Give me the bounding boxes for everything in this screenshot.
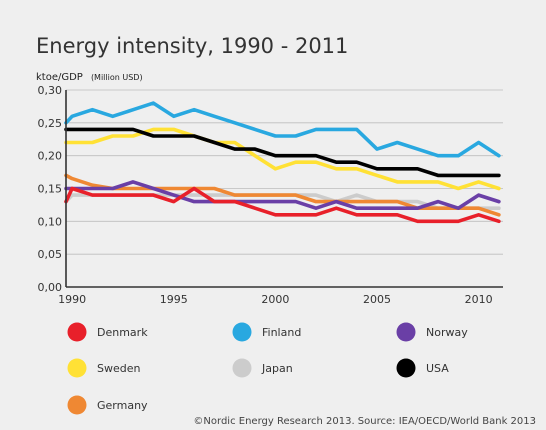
x-tick-label: 2010 [465,293,493,306]
legend-label-finland: Finland [262,326,301,339]
legend-marker-germany [67,395,87,415]
legend-label-usa: USA [426,362,449,375]
legend-label-norway: Norway [426,326,468,339]
chart-title: Energy intensity, 1990 - 2011 [36,34,348,58]
y-tick-label: 0,30 [38,84,63,97]
y-tick-label: 0,05 [38,248,63,261]
x-tick-label: 2005 [363,293,391,306]
y-tick-label: 0,25 [38,117,63,130]
legend-marker-norway [396,322,416,342]
source-note: ©Nordic Energy Research 2013. Source: IE… [193,416,536,427]
series-lines [64,101,501,224]
y-tick-labels: 0,00 0,05 0,10 0,15 0,20 0,25 0,30 [38,84,63,294]
legend-marker-finland [232,322,252,342]
grid-lines [66,89,503,255]
series-line-finland [64,101,501,158]
y-axis-label: ktoe/GDP (Million USD) [36,65,143,84]
series-line-denmark [64,186,501,224]
y-tick-label: 0,20 [38,150,63,163]
legend-label-sweden: Sweden [97,362,140,375]
series-line-germany [64,173,501,217]
y-axis-label-unit: (Million USD) [91,73,143,82]
x-tick-label: 2000 [261,293,289,306]
series-line-norway [64,180,501,210]
y-tick-label: 0,00 [38,281,63,294]
x-tick-label: 1995 [160,293,188,306]
legend: Denmark Finland Norway Sweden Japan USA German… [67,322,468,415]
legend-label-japan: Japan [261,362,293,375]
x-tick-label: 1990 [58,293,86,306]
series-line-usa [64,127,501,178]
legend-marker-usa [396,358,416,378]
x-tick-labels: 1990 1995 2000 2005 2010 [58,293,493,306]
legend-marker-sweden [67,358,87,378]
legend-label-germany: Germany [97,399,148,412]
y-tick-label: 0,10 [38,215,63,228]
series-line-sweden [64,127,501,191]
y-axis-label-main: ktoe/GDP [36,72,83,83]
legend-marker-japan [232,358,252,378]
y-tick-label: 0,15 [38,183,63,196]
legend-marker-denmark [67,322,87,342]
legend-label-denmark: Denmark [97,326,148,339]
